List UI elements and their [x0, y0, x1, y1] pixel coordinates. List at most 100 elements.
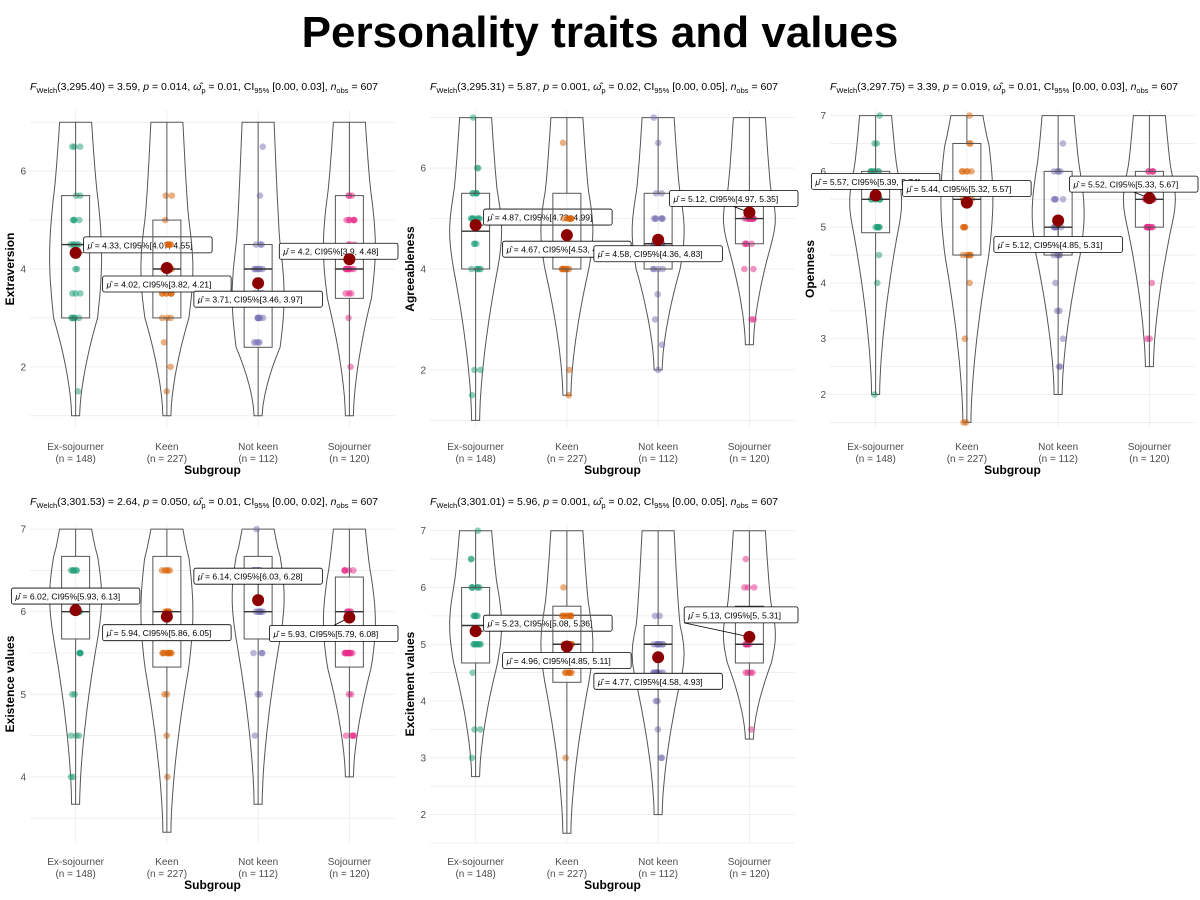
mean-label-box: [483, 208, 613, 226]
data-point: [471, 366, 478, 374]
mean-point: [743, 630, 756, 643]
mean-point: [1143, 192, 1156, 205]
x-tick-n: (n = 120): [329, 869, 369, 880]
chart-subtitle: FWelch(3,301.01) = 5.96, p = 0.001, ω̂p …: [430, 496, 778, 510]
data-point: [966, 112, 973, 119]
panel-existence-values: FWelch(3,301.53) = 2.64, p = 0.050, ω̂p …: [0, 485, 400, 895]
mean-label: μ̂ = 4.77, CI95%[4.58, 4.93]: [597, 677, 703, 687]
y-tick-label: 4: [20, 772, 26, 783]
x-axis-label: Subgroup: [984, 463, 1041, 477]
data-point: [874, 223, 881, 231]
violin: [231, 121, 285, 417]
box: [334, 576, 364, 668]
mean-label: μ̂ = 5.52, CI95%[5.33, 5.67]: [1073, 180, 1179, 190]
data-point: [251, 732, 259, 739]
figure-title: Personality traits and values: [301, 8, 899, 57]
x-axis-label: Subgroup: [584, 463, 641, 477]
data-point: [1059, 335, 1067, 343]
data-point: [70, 567, 78, 574]
data-point: [651, 316, 659, 323]
mean-label: μ̂ = 5.57, CI95%[5.39, 5.74]: [814, 177, 920, 187]
x-tick-label: Sojourner: [328, 442, 372, 453]
x-tick-n: (n = 148): [855, 454, 895, 465]
panel-excitement-values: FWelch(3,301.01) = 5.96, p = 0.001, ω̂p …: [400, 485, 800, 895]
data-point: [1143, 335, 1151, 343]
x-tick-label: Keen: [555, 442, 578, 453]
data-point: [469, 114, 477, 121]
mean-label-box: [269, 625, 399, 642]
group-keen: μ̂ = 5.44, CI95%[5.32, 5.57]: [902, 112, 1032, 426]
x-tick-label: Sojourner: [728, 857, 772, 868]
group-keen: μ̂ = 4.96, CI95%[4.85, 5.11]: [502, 530, 632, 834]
mean-point: [960, 196, 973, 209]
violin: [449, 530, 503, 778]
y-axis-label: Openness: [803, 240, 817, 298]
mean-label: μ̂ = 5.44, CI95%[5.32, 5.57]: [906, 184, 1012, 194]
data-point: [76, 290, 84, 297]
box: [1043, 170, 1073, 256]
mean-label-box: [10, 587, 141, 605]
y-axis-label: Existence values: [3, 635, 17, 732]
data-point: [741, 265, 748, 273]
mean-point: [343, 253, 356, 266]
data-point: [567, 612, 574, 620]
mean-label-box: [83, 236, 213, 254]
data-point: [69, 773, 77, 781]
data-point: [652, 697, 660, 705]
mean-label: μ̂ = 4.87, CI95%[4.73, 4.99]: [487, 213, 593, 223]
y-axis-label: Excitement values: [403, 631, 417, 736]
x-tick-n: (n = 112): [238, 869, 278, 880]
violin: [231, 528, 285, 805]
data-point: [76, 143, 84, 150]
mean-point: [560, 640, 573, 653]
data-point: [67, 732, 75, 739]
data-point: [750, 584, 758, 591]
mean-label: μ̂ = 5.23, CI95%[5.08, 5.36]: [487, 619, 593, 629]
mean-label-box: [102, 624, 232, 642]
mean-label-leader: [684, 622, 750, 638]
data-point: [347, 363, 354, 371]
data-point: [477, 640, 484, 648]
violin: [631, 530, 685, 816]
y-tick-label: 5: [20, 690, 26, 701]
data-point: [476, 726, 484, 733]
y-tick-label: 7: [420, 526, 426, 537]
data-point: [750, 316, 757, 323]
mean-point: [743, 206, 756, 219]
x-tick-n: (n = 227): [547, 454, 587, 465]
mean-label: μ̂ = 5.13, CI95%[5, 5.31]: [687, 610, 781, 620]
x-tick-label: Keen: [155, 857, 178, 868]
data-point: [250, 649, 257, 657]
data-point: [750, 265, 757, 273]
group-not-keen: μ̂ = 4.77, CI95%[4.58, 4.93]: [593, 530, 723, 816]
x-tick-label: Sojourner: [328, 857, 372, 868]
mean-point: [652, 651, 665, 664]
mean-label-box: [1069, 175, 1199, 193]
data-point: [567, 215, 575, 222]
violin: [1031, 115, 1085, 395]
data-point: [559, 139, 567, 147]
chart-subtitle: FWelch(3,301.53) = 2.64, p = 0.050, ω̂p …: [30, 496, 378, 510]
chart-existence-values: FWelch(3,301.53) = 2.64, p = 0.050, ω̂p …: [3, 496, 399, 892]
y-tick-label: 2: [420, 810, 426, 821]
mean-label: μ̂ = 4.96, CI95%[4.85, 5.11]: [506, 656, 611, 666]
group-sojourner: μ̂ = 5.13, CI95%[5, 5.31]: [683, 530, 799, 740]
violin: [940, 115, 994, 423]
mean-label-box: [483, 614, 613, 632]
mean-point: [252, 277, 265, 290]
data-point: [77, 649, 84, 657]
group-ex-sojourner: μ̂ = 4.33, CI95%[4.07, 4.55]: [49, 121, 213, 417]
chart-openness: FWelch(3,297.75) = 3.39, p = 0.019, ω̂p …: [803, 81, 1199, 477]
x-tick-n: (n = 148): [455, 869, 495, 880]
mean-label-box: [993, 236, 1123, 253]
violin: [849, 115, 903, 395]
data-point: [474, 527, 482, 534]
data-point: [1059, 195, 1067, 203]
mean-label-box: [669, 190, 799, 207]
mean-point: [69, 246, 82, 259]
chart-agreeableness: FWelch(3,295.31) = 5.87, p = 0.001, ω̂p …: [403, 81, 799, 477]
mean-label-box: [593, 672, 723, 690]
violin: [449, 117, 503, 421]
mean-label: μ̂ = 4.67, CI95%[4.53, 4.81]: [506, 245, 612, 255]
violin: [722, 117, 776, 346]
